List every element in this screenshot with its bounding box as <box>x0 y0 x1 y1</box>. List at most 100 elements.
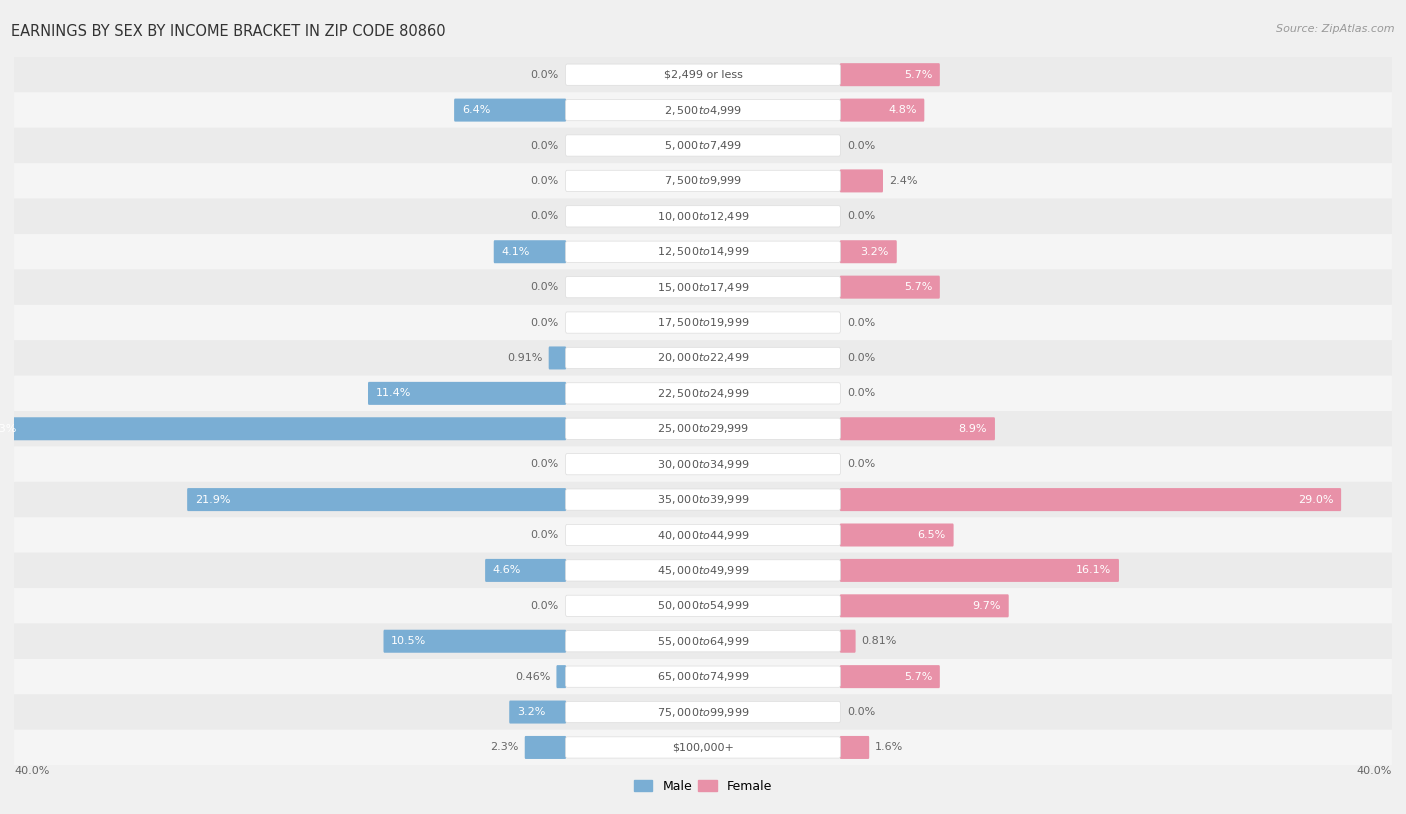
FancyBboxPatch shape <box>565 737 841 758</box>
FancyBboxPatch shape <box>14 518 1392 553</box>
FancyBboxPatch shape <box>565 64 841 85</box>
Text: $65,000 to $74,999: $65,000 to $74,999 <box>657 670 749 683</box>
Text: 0.0%: 0.0% <box>530 601 558 610</box>
FancyBboxPatch shape <box>565 453 841 475</box>
FancyBboxPatch shape <box>839 523 953 546</box>
Text: $50,000 to $54,999: $50,000 to $54,999 <box>657 599 749 612</box>
Text: 40.0%: 40.0% <box>14 766 49 776</box>
Legend: Male, Female: Male, Female <box>628 775 778 798</box>
Text: 40.0%: 40.0% <box>1357 766 1392 776</box>
Text: 8.9%: 8.9% <box>959 424 987 434</box>
FancyBboxPatch shape <box>14 304 1392 340</box>
FancyBboxPatch shape <box>494 240 567 263</box>
FancyBboxPatch shape <box>839 169 883 192</box>
Text: Source: ZipAtlas.com: Source: ZipAtlas.com <box>1277 24 1395 34</box>
Text: 5.7%: 5.7% <box>904 70 932 80</box>
Text: $25,000 to $29,999: $25,000 to $29,999 <box>657 422 749 435</box>
Text: 2.3%: 2.3% <box>491 742 519 752</box>
FancyBboxPatch shape <box>187 488 567 511</box>
FancyBboxPatch shape <box>14 199 1392 234</box>
Text: 10.5%: 10.5% <box>391 637 426 646</box>
Text: 2.4%: 2.4% <box>889 176 918 186</box>
Text: 29.0%: 29.0% <box>1298 495 1333 505</box>
Text: 0.0%: 0.0% <box>530 141 558 151</box>
Text: 0.0%: 0.0% <box>848 459 876 469</box>
Text: 0.0%: 0.0% <box>848 388 876 398</box>
Text: 3.2%: 3.2% <box>860 247 889 256</box>
Text: 0.0%: 0.0% <box>530 176 558 186</box>
Text: $100,000+: $100,000+ <box>672 742 734 752</box>
Text: $15,000 to $17,499: $15,000 to $17,499 <box>657 281 749 294</box>
FancyBboxPatch shape <box>565 418 841 440</box>
FancyBboxPatch shape <box>368 382 567 405</box>
FancyBboxPatch shape <box>14 659 1392 694</box>
FancyBboxPatch shape <box>839 630 856 653</box>
FancyBboxPatch shape <box>14 694 1392 730</box>
FancyBboxPatch shape <box>565 666 841 687</box>
FancyBboxPatch shape <box>524 736 567 759</box>
Text: $45,000 to $49,999: $45,000 to $49,999 <box>657 564 749 577</box>
Text: $17,500 to $19,999: $17,500 to $19,999 <box>657 316 749 329</box>
Text: 11.4%: 11.4% <box>375 388 411 398</box>
Text: 5.7%: 5.7% <box>904 282 932 292</box>
FancyBboxPatch shape <box>548 347 567 370</box>
Text: $35,000 to $39,999: $35,000 to $39,999 <box>657 493 749 506</box>
FancyBboxPatch shape <box>565 702 841 723</box>
FancyBboxPatch shape <box>14 92 1392 128</box>
Text: 0.81%: 0.81% <box>862 637 897 646</box>
FancyBboxPatch shape <box>565 595 841 616</box>
FancyBboxPatch shape <box>384 630 567 653</box>
Text: $2,500 to $4,999: $2,500 to $4,999 <box>664 103 742 116</box>
FancyBboxPatch shape <box>14 411 1392 446</box>
FancyBboxPatch shape <box>14 588 1392 624</box>
Text: 0.0%: 0.0% <box>530 317 558 327</box>
FancyBboxPatch shape <box>565 170 841 191</box>
Text: $12,500 to $14,999: $12,500 to $14,999 <box>657 245 749 258</box>
FancyBboxPatch shape <box>14 128 1392 163</box>
FancyBboxPatch shape <box>14 446 1392 482</box>
FancyBboxPatch shape <box>565 348 841 369</box>
Text: 5.7%: 5.7% <box>904 672 932 681</box>
FancyBboxPatch shape <box>839 488 1341 511</box>
FancyBboxPatch shape <box>14 163 1392 199</box>
FancyBboxPatch shape <box>509 701 567 724</box>
Text: 6.4%: 6.4% <box>461 105 491 115</box>
Text: 0.0%: 0.0% <box>530 282 558 292</box>
FancyBboxPatch shape <box>565 241 841 262</box>
Text: $10,000 to $12,499: $10,000 to $12,499 <box>657 210 749 223</box>
Text: $20,000 to $22,499: $20,000 to $22,499 <box>657 352 749 365</box>
FancyBboxPatch shape <box>565 312 841 333</box>
FancyBboxPatch shape <box>14 730 1392 765</box>
Text: 0.0%: 0.0% <box>530 70 558 80</box>
Text: 0.0%: 0.0% <box>530 530 558 540</box>
FancyBboxPatch shape <box>565 277 841 298</box>
FancyBboxPatch shape <box>565 383 841 404</box>
Text: 0.46%: 0.46% <box>515 672 550 681</box>
FancyBboxPatch shape <box>557 665 567 688</box>
FancyBboxPatch shape <box>565 206 841 227</box>
Text: 34.3%: 34.3% <box>0 424 17 434</box>
FancyBboxPatch shape <box>565 489 841 510</box>
Text: 0.91%: 0.91% <box>508 353 543 363</box>
FancyBboxPatch shape <box>839 559 1119 582</box>
Text: 4.6%: 4.6% <box>494 566 522 575</box>
Text: 0.0%: 0.0% <box>848 317 876 327</box>
FancyBboxPatch shape <box>565 524 841 545</box>
Text: 4.1%: 4.1% <box>502 247 530 256</box>
FancyBboxPatch shape <box>839 418 995 440</box>
FancyBboxPatch shape <box>485 559 567 582</box>
Text: 3.2%: 3.2% <box>517 707 546 717</box>
Text: 0.0%: 0.0% <box>530 459 558 469</box>
FancyBboxPatch shape <box>14 340 1392 375</box>
FancyBboxPatch shape <box>14 482 1392 518</box>
FancyBboxPatch shape <box>14 269 1392 304</box>
FancyBboxPatch shape <box>14 57 1392 92</box>
Text: 0.0%: 0.0% <box>530 212 558 221</box>
Text: 16.1%: 16.1% <box>1076 566 1111 575</box>
Text: 0.0%: 0.0% <box>848 707 876 717</box>
Text: $55,000 to $64,999: $55,000 to $64,999 <box>657 635 749 648</box>
FancyBboxPatch shape <box>14 234 1392 269</box>
FancyBboxPatch shape <box>565 560 841 581</box>
FancyBboxPatch shape <box>839 594 1008 617</box>
FancyBboxPatch shape <box>454 98 567 121</box>
